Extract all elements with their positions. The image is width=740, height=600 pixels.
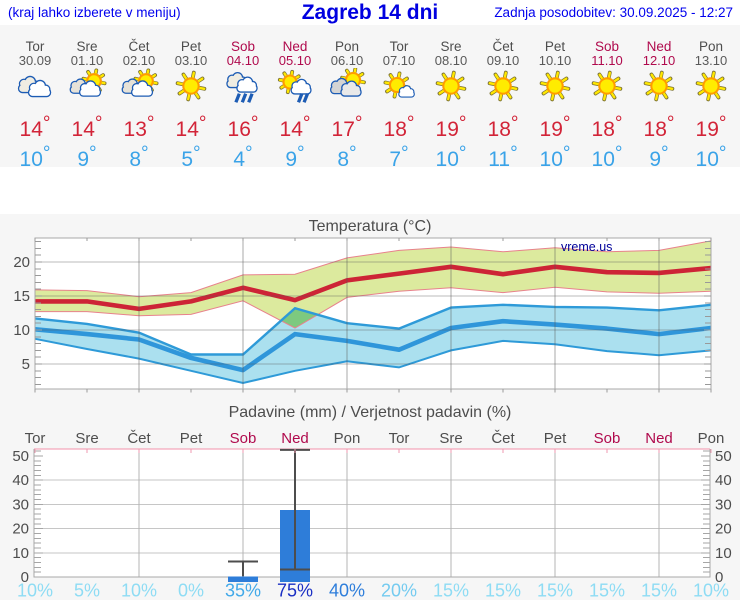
svg-text:15%: 15% bbox=[537, 581, 573, 600]
svg-text:Pon: Pon bbox=[334, 430, 361, 447]
svg-text:Ned: Ned bbox=[281, 430, 309, 447]
svg-text:Sre: Sre bbox=[439, 430, 462, 447]
svg-text:50: 50 bbox=[12, 448, 29, 465]
svg-text:Sre: Sre bbox=[75, 430, 98, 447]
svg-text:20: 20 bbox=[12, 521, 29, 538]
svg-text:0: 0 bbox=[715, 569, 723, 586]
svg-text:Padavine (mm) / Verjetnost pad: Padavine (mm) / Verjetnost padavin (%) bbox=[229, 404, 512, 421]
svg-text:Pet: Pet bbox=[180, 430, 203, 447]
svg-text:15: 15 bbox=[13, 288, 30, 305]
svg-text:Pet: Pet bbox=[544, 430, 567, 447]
svg-text:0: 0 bbox=[21, 569, 29, 586]
svg-text:0%: 0% bbox=[178, 581, 204, 600]
svg-text:20: 20 bbox=[715, 521, 732, 538]
svg-text:Pon: Pon bbox=[698, 430, 725, 447]
svg-text:Sob: Sob bbox=[594, 430, 621, 447]
svg-text:30: 30 bbox=[12, 496, 29, 513]
svg-text:15%: 15% bbox=[433, 581, 469, 600]
svg-text:50: 50 bbox=[715, 448, 732, 465]
svg-text:10%: 10% bbox=[693, 581, 729, 600]
svg-text:40: 40 bbox=[12, 472, 29, 489]
svg-text:Temperatura (°C): Temperatura (°C) bbox=[309, 218, 432, 235]
svg-text:10: 10 bbox=[715, 545, 732, 562]
svg-text:5: 5 bbox=[22, 356, 30, 373]
svg-text:20: 20 bbox=[13, 254, 30, 271]
svg-text:40: 40 bbox=[715, 472, 732, 489]
svg-text:15%: 15% bbox=[641, 581, 677, 600]
svg-text:Tor: Tor bbox=[25, 430, 46, 447]
svg-text:20%: 20% bbox=[381, 581, 417, 600]
svg-text:10%: 10% bbox=[121, 581, 157, 600]
svg-text:10: 10 bbox=[12, 545, 29, 562]
svg-text:Čet: Čet bbox=[127, 430, 151, 447]
svg-text:10%: 10% bbox=[17, 581, 53, 600]
svg-text:40%: 40% bbox=[329, 581, 365, 600]
svg-text:35%: 35% bbox=[225, 581, 261, 600]
svg-text:Sob: Sob bbox=[230, 430, 257, 447]
svg-text:vreme.us: vreme.us bbox=[561, 240, 612, 254]
svg-text:75%: 75% bbox=[277, 581, 313, 600]
svg-text:Tor: Tor bbox=[389, 430, 410, 447]
svg-text:Ned: Ned bbox=[645, 430, 673, 447]
svg-text:15%: 15% bbox=[485, 581, 521, 600]
svg-text:10: 10 bbox=[13, 322, 30, 339]
svg-text:15%: 15% bbox=[589, 581, 625, 600]
svg-text:30: 30 bbox=[715, 496, 732, 513]
svg-text:5%: 5% bbox=[74, 581, 100, 600]
svg-text:Čet: Čet bbox=[491, 430, 515, 447]
